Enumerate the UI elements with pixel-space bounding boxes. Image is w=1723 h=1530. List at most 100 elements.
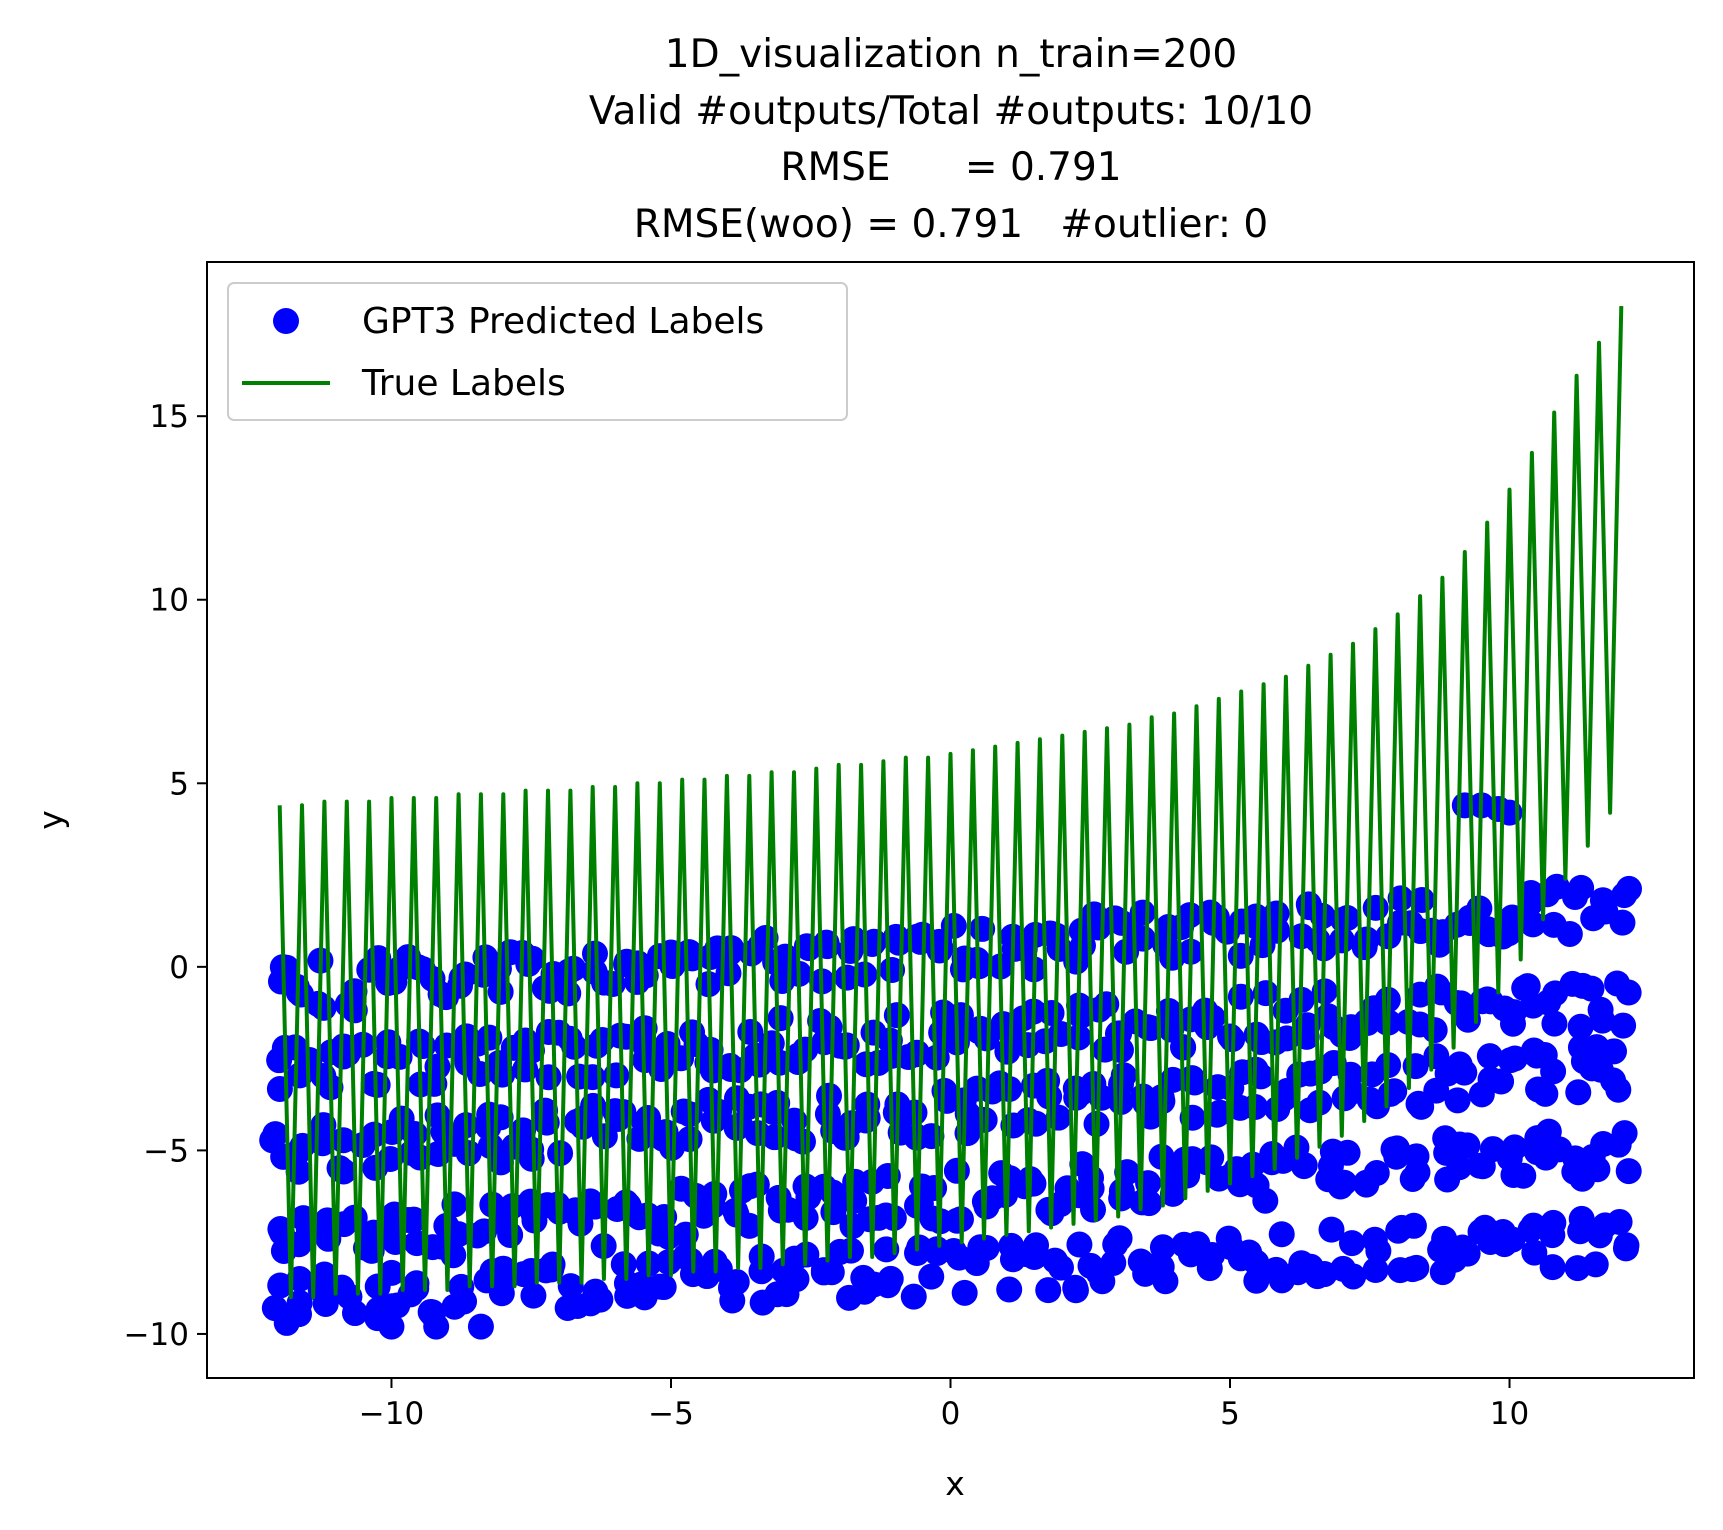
predicted-point — [1362, 1257, 1389, 1284]
predicted-point — [1469, 988, 1496, 1015]
predicted-point — [1179, 1065, 1206, 1092]
predicted-point — [1476, 1043, 1503, 1070]
predicted-point — [1612, 1235, 1639, 1262]
title-line-2: Valid #outputs/Total #outputs: 10/10 — [589, 89, 1313, 134]
predicted-point — [1567, 1013, 1594, 1040]
predicted-point — [1101, 905, 1128, 932]
predicted-point — [1510, 1162, 1537, 1189]
predicted-point — [1539, 1254, 1566, 1281]
x-axis-ticks: −10 −5 0 5 10 — [359, 1378, 1529, 1432]
predicted-point — [1444, 1087, 1471, 1114]
predicted-point — [940, 1237, 967, 1264]
predicted-point — [1149, 1234, 1176, 1261]
predicted-point — [284, 1140, 311, 1167]
predicted-point — [752, 925, 779, 952]
predicted-point — [1362, 894, 1389, 921]
y-tick-label: −5 — [143, 1133, 189, 1169]
predicted-point — [1168, 914, 1195, 941]
predicted-point — [1556, 920, 1583, 947]
predicted-point — [632, 962, 659, 989]
predicted-point — [1469, 1153, 1496, 1180]
predicted-point — [445, 1221, 472, 1248]
predicted-point — [259, 1127, 286, 1154]
predicted-point — [1497, 1047, 1524, 1074]
chart-title: 1D_visualization n_train=200 Valid #outp… — [589, 32, 1313, 247]
predicted-point — [518, 1136, 545, 1163]
predicted-point — [1540, 1209, 1567, 1236]
predicted-point — [900, 1283, 927, 1310]
predicted-point — [1488, 1068, 1515, 1095]
predicted-point — [1038, 999, 1065, 1026]
predicted-point — [646, 1273, 673, 1300]
legend: GPT3 Predicted Labels True Labels — [227, 282, 848, 421]
predicted-point — [286, 1301, 313, 1328]
predicted-point — [1077, 1252, 1104, 1279]
predicted-point — [1268, 1221, 1295, 1248]
predicted-point — [510, 1261, 537, 1288]
x-axis-label: x — [945, 1464, 965, 1503]
legend-label-true: True Labels — [361, 363, 566, 404]
predicted-point — [1615, 1158, 1642, 1185]
y-axis-label: y — [31, 810, 70, 830]
legend-marker-predicted — [273, 308, 299, 334]
x-tick-label: 10 — [1490, 1396, 1529, 1432]
predicted-point — [455, 1140, 482, 1167]
predicted-point — [403, 1275, 430, 1302]
predicted-point — [1582, 1251, 1609, 1278]
predicted-point — [1587, 996, 1614, 1023]
predicted-point — [1108, 1178, 1135, 1205]
legend-box — [227, 282, 848, 421]
predicted-point — [943, 1157, 970, 1184]
y-tick-label: −10 — [124, 1317, 189, 1353]
x-tick-label: 5 — [1220, 1396, 1240, 1432]
predicted-point — [818, 1259, 845, 1286]
predicted-point — [1100, 1249, 1127, 1276]
predicted-point — [895, 1044, 922, 1071]
predicted-point — [1080, 1196, 1107, 1223]
y-tick-label: 0 — [169, 950, 189, 986]
predicted-point — [646, 943, 673, 970]
predicted-point — [519, 945, 546, 972]
predicted-point — [1171, 1231, 1198, 1258]
predicted-point — [330, 1127, 357, 1154]
predicted-point — [1446, 1154, 1473, 1181]
predicted-point — [668, 941, 695, 968]
predicted-point — [561, 1033, 588, 1060]
y-tick-label: 15 — [150, 399, 189, 435]
predicted-point — [723, 1269, 750, 1296]
predicted-point — [378, 1259, 405, 1286]
predicted-point — [1610, 1012, 1637, 1039]
true-labels-path — [277, 306, 1624, 1300]
predicted-point — [1134, 1014, 1161, 1041]
predicted-point — [1615, 979, 1642, 1006]
predicted-point — [488, 1280, 515, 1307]
predicted-point — [1454, 1240, 1481, 1267]
predicted-point — [1609, 909, 1636, 936]
predicted-point — [1404, 1159, 1431, 1186]
predicted-point — [341, 997, 368, 1024]
predicted-point — [971, 1106, 998, 1133]
title-line-3: RMSE = 0.791 — [780, 145, 1121, 190]
predicted-point — [1399, 1256, 1426, 1283]
predicted-point — [785, 1042, 812, 1069]
predicted-point — [1600, 1067, 1627, 1094]
predicted-point — [1589, 887, 1616, 914]
x-tick-label: −5 — [648, 1396, 694, 1432]
predicted-point — [1011, 1173, 1038, 1200]
predicted-point — [273, 954, 300, 981]
predicted-point — [921, 1175, 948, 1202]
plot-area — [259, 306, 1643, 1340]
predicted-point — [1521, 1239, 1548, 1266]
predicted-point — [1616, 875, 1643, 902]
predicted-point — [1519, 911, 1546, 938]
predicted-point — [758, 1030, 785, 1057]
predicted-point — [467, 1313, 494, 1340]
predicted-point — [1304, 1263, 1331, 1290]
predicted-point — [877, 1265, 904, 1292]
predicted-point — [520, 1282, 547, 1309]
predicted-point — [1159, 1180, 1186, 1207]
predicted-point — [1421, 1017, 1448, 1044]
predicted-point — [764, 1281, 791, 1308]
predicted-point — [555, 980, 582, 1007]
